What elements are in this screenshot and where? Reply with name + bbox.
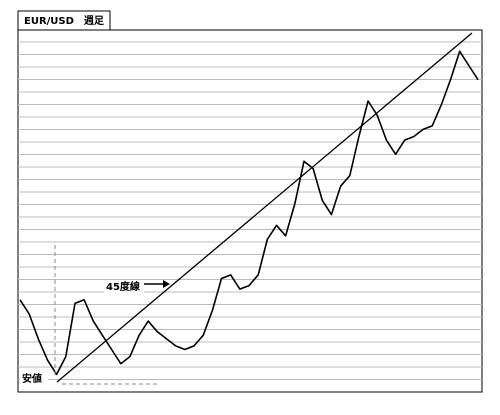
chart-title: EUR/USD 週足 — [24, 15, 105, 27]
annotation: 安値 — [22, 372, 42, 385]
price-line — [19, 50, 479, 376]
annotation-bg — [20, 372, 48, 386]
grid — [18, 41, 482, 380]
arrow-head — [163, 280, 170, 288]
annotation-bg — [104, 280, 144, 294]
plot-frame — [17, 29, 483, 393]
annotation: 45度線 — [106, 280, 140, 293]
angle-line — [56, 32, 473, 383]
